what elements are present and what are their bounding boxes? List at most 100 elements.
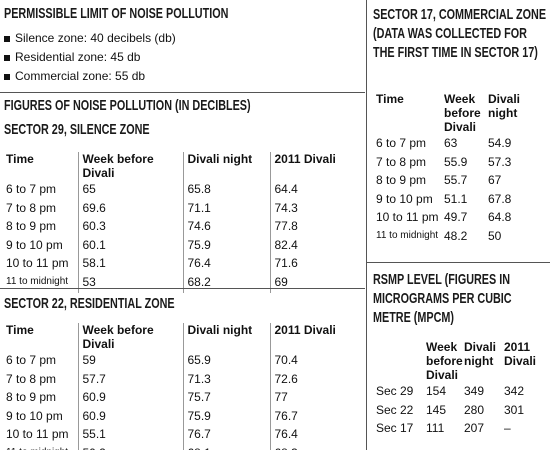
cell: 154 — [426, 384, 447, 398]
data-row: 8 to 9 pm 60.9 75.7 77 — [2, 390, 362, 409]
cell: 50.2 — [77, 445, 183, 450]
cell: 82.4 — [269, 237, 362, 256]
data-row: 11 to midnight 53 68.2 69 — [2, 274, 362, 293]
row-label: 8 to 9 pm — [376, 173, 427, 187]
cell: 64.4 — [269, 182, 362, 201]
limit-list: Silence zone: 40 decibels (db) Residenti… — [4, 29, 176, 86]
cell: 68.3 — [269, 445, 362, 450]
cell: 76.7 — [269, 408, 362, 427]
cell: 58.1 — [77, 256, 183, 275]
data-row: Sec 17 111 207 – — [372, 421, 542, 440]
sector29-title: SECTOR 29, SILENCE ZONE — [4, 121, 150, 138]
data-table: Time Week before Divali Divali night 2011 D… — [2, 323, 362, 450]
cell: 76.7 — [182, 427, 270, 446]
cell: 71.6 — [269, 256, 362, 275]
row-label: 6 to 7 pm — [6, 353, 57, 367]
cell: 69.6 — [77, 200, 183, 219]
rsmp-table-wrap: Week before Divali Divali night 2011 Dival… — [372, 340, 542, 440]
cell: 55.9 — [444, 154, 468, 169]
data-row: 8 to 9 pm 60.3 74.6 77.8 — [2, 219, 362, 238]
limit-item: Residential zone: 45 db — [4, 48, 176, 67]
sector17-title: SECTOR 17, COMMERCIAL ZONE (DATA WAS COL… — [373, 6, 547, 61]
row-label: 9 to 10 pm — [6, 237, 63, 252]
header-cell: Divali night — [182, 323, 270, 353]
row-label: Sec 22 — [376, 402, 414, 417]
cell: 68.1 — [182, 445, 270, 450]
header-cell: Time — [376, 92, 404, 106]
header-row: Time Week before Divali Divali night — [372, 92, 534, 136]
figures-title: FIGURES OF NOISE POLLUTION (IN DECIBLES) — [4, 97, 251, 114]
cell: 63 — [444, 136, 458, 150]
cell: 67 — [488, 173, 502, 187]
cell: 65.9 — [182, 353, 270, 372]
cell: 55.1 — [77, 427, 183, 446]
row-label: Sec 17 — [376, 421, 414, 435]
cell: 60.1 — [77, 237, 183, 256]
row-label: 7 to 8 pm — [6, 200, 57, 215]
data-row: 10 to 11 pm 58.1 76.4 71.6 — [2, 256, 362, 275]
row-label: 9 to 10 pm — [6, 408, 63, 423]
permissible-title: PERMISSIBLE LIMIT OF NOISE POLLUTION — [4, 5, 229, 22]
cell: 76.4 — [182, 256, 270, 275]
cell: 76.4 — [269, 427, 362, 446]
data-row: 11 to midnight 48.2 50 — [372, 229, 534, 248]
row-label: 8 to 9 pm — [6, 390, 57, 404]
header-cell: Divali night — [464, 340, 497, 368]
cell: 77.8 — [269, 219, 362, 238]
data-row: 11 to midnight50.268.168.3 — [2, 445, 362, 450]
data-row: 9 to 10 pm 51.1 67.8 — [372, 192, 534, 211]
cell: 60.9 — [77, 390, 183, 409]
data-row: 7 to 8 pm 55.9 57.3 — [372, 155, 534, 174]
header-cell: 2011 Divali — [269, 152, 362, 182]
cell: 70.4 — [269, 353, 362, 372]
row-label: 10 to 11 pm — [6, 256, 69, 270]
cell: 50 — [488, 228, 502, 243]
header-cell: Time — [6, 152, 34, 166]
cell: 71.3 — [182, 371, 270, 390]
row-label: 7 to 8 pm — [6, 371, 57, 386]
data-row: 10 to 11 pm 49.7 64.8 — [372, 210, 534, 229]
header-cell: Week before Divali — [77, 152, 183, 182]
cell: 280 — [464, 402, 485, 417]
cell: 60.9 — [77, 408, 183, 427]
limit-item: Silence zone: 40 decibels (db) — [4, 29, 176, 48]
cell: 301 — [504, 402, 525, 417]
row-label: 11 to midnight — [2, 446, 78, 450]
sector29-table-wrap: Time Week before Divali Divali night 2011 D… — [2, 152, 362, 293]
data-table: Time Week before Divali Divali night 6 to 7… — [372, 92, 534, 247]
data-row: 6 to 7 pm 65 65.8 64.4 — [2, 182, 362, 201]
cell: 74.3 — [269, 200, 362, 219]
data-table: Week before Divali Divali night 2011 Dival… — [372, 340, 542, 440]
cell: 349 — [464, 384, 485, 398]
cell: 48.2 — [444, 228, 468, 243]
sector22-title: SECTOR 22, RESIDENTIAL ZONE — [4, 295, 175, 312]
data-row: 10 to 11 pm 55.1 76.7 76.4 — [2, 427, 362, 446]
data-row: 8 to 9 pm 55.7 67 — [372, 173, 534, 192]
data-row: 9 to 10 pm 60.1 75.9 82.4 — [2, 237, 362, 256]
cell: 71.1 — [182, 200, 270, 219]
header-cell: Time — [6, 323, 34, 337]
cell: 72.6 — [269, 371, 362, 390]
limit-item: Commercial zone: 55 db — [4, 67, 176, 86]
data-row: 7 to 8 pm 57.7 71.3 72.6 — [2, 371, 362, 390]
header-cell: Divali night — [182, 152, 270, 182]
cell: 65 — [77, 182, 183, 201]
data-table: Time Week before Divali Divali night 2011 D… — [2, 152, 362, 293]
header-cell: 2011 Divali — [269, 323, 362, 353]
column-divider — [366, 0, 367, 450]
header-cell — [372, 340, 422, 384]
divider — [366, 262, 550, 263]
sector17-table-wrap: Time Week before Divali Divali night 6 to 7… — [372, 92, 534, 247]
cell: 111 — [426, 421, 445, 435]
row-label: 10 to 11 pm — [6, 427, 69, 441]
row-label: 6 to 7 pm — [376, 136, 427, 150]
data-row: 6 to 7 pm 59 65.9 70.4 — [2, 353, 362, 372]
header-cell: 2011 Divali — [504, 340, 537, 368]
sector22-table-wrap: Time Week before Divali Divali night 2011 D… — [2, 323, 362, 450]
row-label: 9 to 10 pm — [376, 191, 433, 206]
cell: 207 — [464, 421, 485, 435]
data-row: 7 to 8 pm 69.6 71.1 74.3 — [2, 200, 362, 219]
cell: – — [504, 421, 511, 435]
cell: 57.3 — [488, 154, 512, 169]
